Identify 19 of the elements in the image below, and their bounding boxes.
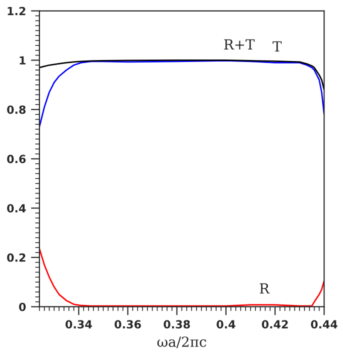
y-tick-label: 1.2 [8, 6, 26, 16]
annotation: R+T [224, 39, 255, 50]
annotation: R [260, 283, 270, 294]
y-tick-label: 0.6 [7, 154, 26, 164]
y-tick-label: 0.8 [7, 105, 26, 114]
x-tick-label: 0.34 [66, 320, 92, 329]
y-tick-label: 1 [20, 56, 26, 64]
x-tick-label: 0.36 [114, 320, 141, 329]
y-tick-label: 0 [19, 302, 26, 312]
x-tick-label: 0.42 [262, 320, 288, 329]
x-tick-label: 0.44 [310, 320, 338, 329]
line-series [39, 60, 324, 90]
x-tick-label: 0.38 [164, 320, 190, 329]
y-tick-label: 0.4 [7, 204, 26, 212]
x-tick-label: 0.4 [216, 320, 236, 329]
line-series [39, 60, 324, 128]
annotation: T [272, 41, 282, 52]
y-tick-label: 0.2 [7, 253, 26, 262]
x-axis-title: ωa/2πc [157, 336, 206, 348]
